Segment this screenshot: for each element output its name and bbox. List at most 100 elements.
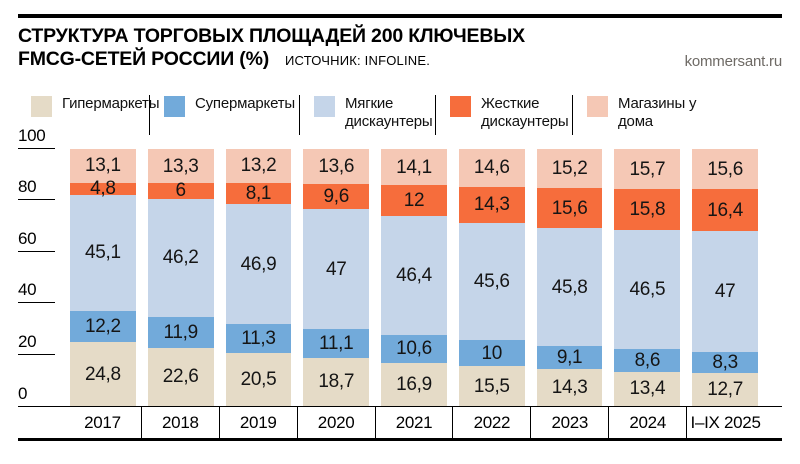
value-label: 11,9: [163, 322, 198, 344]
bar-segment: 13,1: [70, 149, 136, 183]
bar-segment: 16,4: [692, 189, 759, 232]
legend-item: Магазины у дома: [572, 95, 782, 135]
value-label: 10: [481, 342, 503, 364]
y-tick-label: 20: [18, 331, 37, 351]
x-axis-label: 2020: [296, 407, 375, 438]
legend-item-label: Супермаркеты: [195, 95, 295, 112]
bar-segment: 24,8: [70, 342, 136, 406]
y-tick: 60: [18, 229, 55, 252]
bars: 24,8 12,2 45,1 4,8 13,1 22,6 11,9 46,2 6 13,3 20,5…: [70, 149, 759, 406]
value-label: 8,6: [634, 350, 661, 372]
bar-segment: 14,3: [536, 369, 603, 406]
legend-swatch: [164, 96, 185, 117]
value-label: 12,2: [85, 316, 121, 338]
y-tick: 20: [18, 332, 55, 355]
bar-segment: 18,7: [303, 357, 370, 406]
legend-item-label: Магазины у дома: [618, 95, 697, 130]
x-axis-label: 2023: [530, 407, 608, 438]
value-label: 13,6: [318, 156, 355, 178]
y-tick: 80: [18, 177, 55, 201]
bar-segment: 12,2: [70, 310, 136, 343]
bar-segment: 16,9: [381, 362, 447, 406]
bar: 22,6 11,9 46,2 6 13,3: [147, 149, 214, 406]
legend-swatch: [31, 96, 52, 117]
x-axis-label: 2017: [84, 412, 121, 432]
bar: 16,9 10,6 46,4 12 14,1: [381, 149, 447, 406]
value-label: 11,3: [241, 328, 276, 350]
value-label: 14,3: [551, 377, 588, 399]
value-label: 6: [175, 180, 187, 202]
bar-segment: 11,9: [147, 317, 214, 348]
bar-segment: 10,6: [381, 335, 447, 363]
bar-segment: 11,1: [303, 329, 370, 358]
y-tick-label: 80: [18, 177, 37, 197]
value-label: 13,3: [162, 155, 199, 177]
value-label: 11,1: [319, 333, 354, 355]
legend-item-label: Гипермаркеты: [62, 95, 160, 112]
bar-segment: 12: [381, 185, 447, 217]
bar-segment: 47: [692, 231, 759, 353]
x-axis-label: 2024: [608, 407, 686, 438]
value-label: 46,5: [629, 279, 666, 301]
value-label: 15,6: [551, 197, 588, 219]
bar-segment: 45,6: [458, 223, 525, 341]
value-label: 46,4: [396, 265, 432, 287]
bar: 13,4 8,6 46,5 15,8 15,7: [614, 149, 681, 406]
bar-segment: 46,4: [381, 216, 447, 336]
y-tick-label: 60: [18, 228, 37, 248]
bar-segment: 13,2: [225, 149, 292, 183]
bar: 12,7 8,3 47 16,4 15,6: [692, 149, 759, 406]
bar-segment: 11,3: [225, 324, 292, 354]
bar-segment: 22,6: [147, 347, 214, 406]
y-tick: 40: [18, 280, 55, 304]
y-tick-label: 40: [18, 280, 37, 300]
value-label: 24,8: [85, 363, 121, 385]
value-label: 12: [403, 190, 425, 212]
value-label: 15,5: [473, 375, 510, 397]
top-rule: [18, 14, 782, 18]
value-label: 9,6: [323, 185, 349, 207]
value-label: 13,4: [629, 378, 666, 400]
bar-segment: 15,7: [614, 149, 681, 190]
bar-segment: 10: [458, 340, 525, 367]
page-title-line2: FMCG-СЕТЕЙ РОССИИ (%): [18, 48, 269, 70]
x-axis-label: 2022: [452, 407, 530, 438]
bar-segment: 14,3: [458, 186, 525, 224]
value-label: 15,6: [707, 158, 744, 180]
legend-item-label: Мягкие дискаунтеры: [345, 95, 433, 130]
bar: 14,3 9,1 45,8 15,6 15,2: [536, 149, 603, 406]
bar-segment: 8,3: [692, 352, 759, 374]
brand-link[interactable]: kommersant.ru: [684, 53, 783, 70]
legend-swatch: [450, 96, 471, 117]
bar-segment: 13,6: [303, 149, 370, 184]
bar-segment: 4,8: [70, 179, 136, 198]
bar-segment: 15,6: [692, 149, 759, 190]
value-label: 13,2: [240, 155, 277, 177]
value-label: 10,6: [396, 338, 432, 360]
bar-segment: 6: [147, 180, 214, 202]
value-label: 8,3: [712, 352, 738, 374]
bar-segment: 12,7: [692, 373, 759, 406]
bar-segment: 45,8: [536, 228, 603, 346]
value-label: 45,6: [473, 271, 510, 293]
value-label: 8,1: [245, 182, 272, 204]
value-label: 47: [714, 281, 736, 303]
legend: Гипермаркеты Супермаркеты Мягкие дискаунте…: [18, 95, 782, 135]
bar-segment: 8,6: [614, 349, 681, 372]
legend-swatch: [587, 96, 608, 117]
value-label: 45,1: [85, 242, 121, 264]
value-label: 47: [325, 258, 347, 280]
bar-segment: 15,6: [536, 188, 603, 229]
legend-item-label: Жесткие дискаунтеры: [481, 95, 569, 130]
value-label: 18,7: [318, 371, 355, 393]
bar-segment: 15,2: [536, 149, 603, 189]
value-label: 15,7: [629, 158, 666, 180]
y-tick-label: 0: [18, 384, 28, 403]
bar: 24,8 12,2 45,1 4,8 13,1: [70, 149, 136, 406]
bar-segment: 8,1: [225, 182, 292, 204]
value-label: 15,8: [629, 199, 666, 221]
chart-plot: 24,8 12,2 45,1 4,8 13,1 22,6 11,9 46,2 6 13,3 20,5…: [18, 126, 782, 406]
bar-segment: 46,5: [614, 229, 681, 350]
bar-segment: 20,5: [225, 353, 292, 406]
